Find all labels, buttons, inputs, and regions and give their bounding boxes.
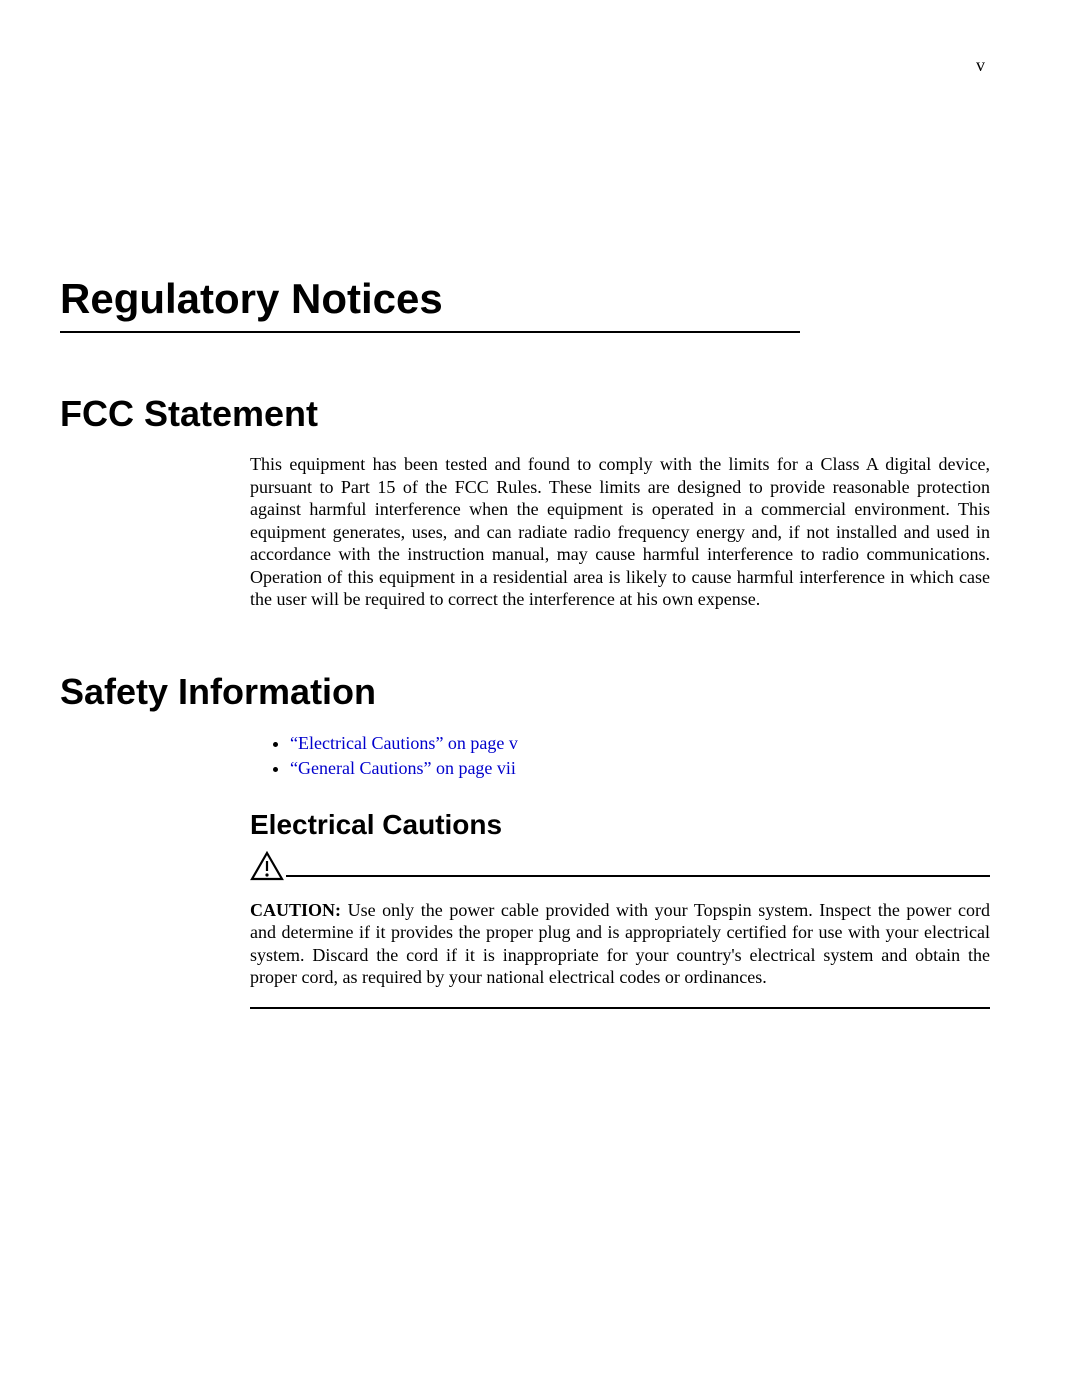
electrical-cautions-link[interactable]: “Electrical Cautions” on page v (290, 733, 518, 753)
fcc-body: This equipment has been tested and found… (250, 453, 990, 611)
title-rule (60, 331, 800, 333)
caution-bottom-rule (250, 1007, 990, 1009)
fcc-heading: FCC Statement (60, 393, 990, 435)
general-cautions-link[interactable]: “General Cautions” on page vii (290, 758, 516, 778)
warning-icon (250, 851, 284, 881)
caution-top-rule (286, 875, 990, 877)
safety-links: “Electrical Cautions” on page v “General… (250, 731, 990, 781)
list-item: “General Cautions” on page vii (290, 756, 990, 781)
safety-heading: Safety Information (60, 671, 990, 713)
list-item: “Electrical Cautions” on page v (290, 731, 990, 756)
caution-text: CAUTION: Use only the power cable provid… (250, 899, 990, 989)
caution-label: CAUTION: (250, 900, 341, 920)
caution-body: Use only the power cable provided with y… (250, 900, 990, 988)
title-block: Regulatory Notices (60, 275, 990, 333)
main-title: Regulatory Notices (60, 275, 990, 323)
caution-header (250, 851, 990, 881)
caution-block: CAUTION: Use only the power cable provid… (250, 851, 990, 1009)
page-number: v (976, 55, 985, 76)
electrical-cautions-heading: Electrical Cautions (250, 809, 990, 841)
page: v Regulatory Notices FCC Statement This … (0, 0, 1080, 1397)
